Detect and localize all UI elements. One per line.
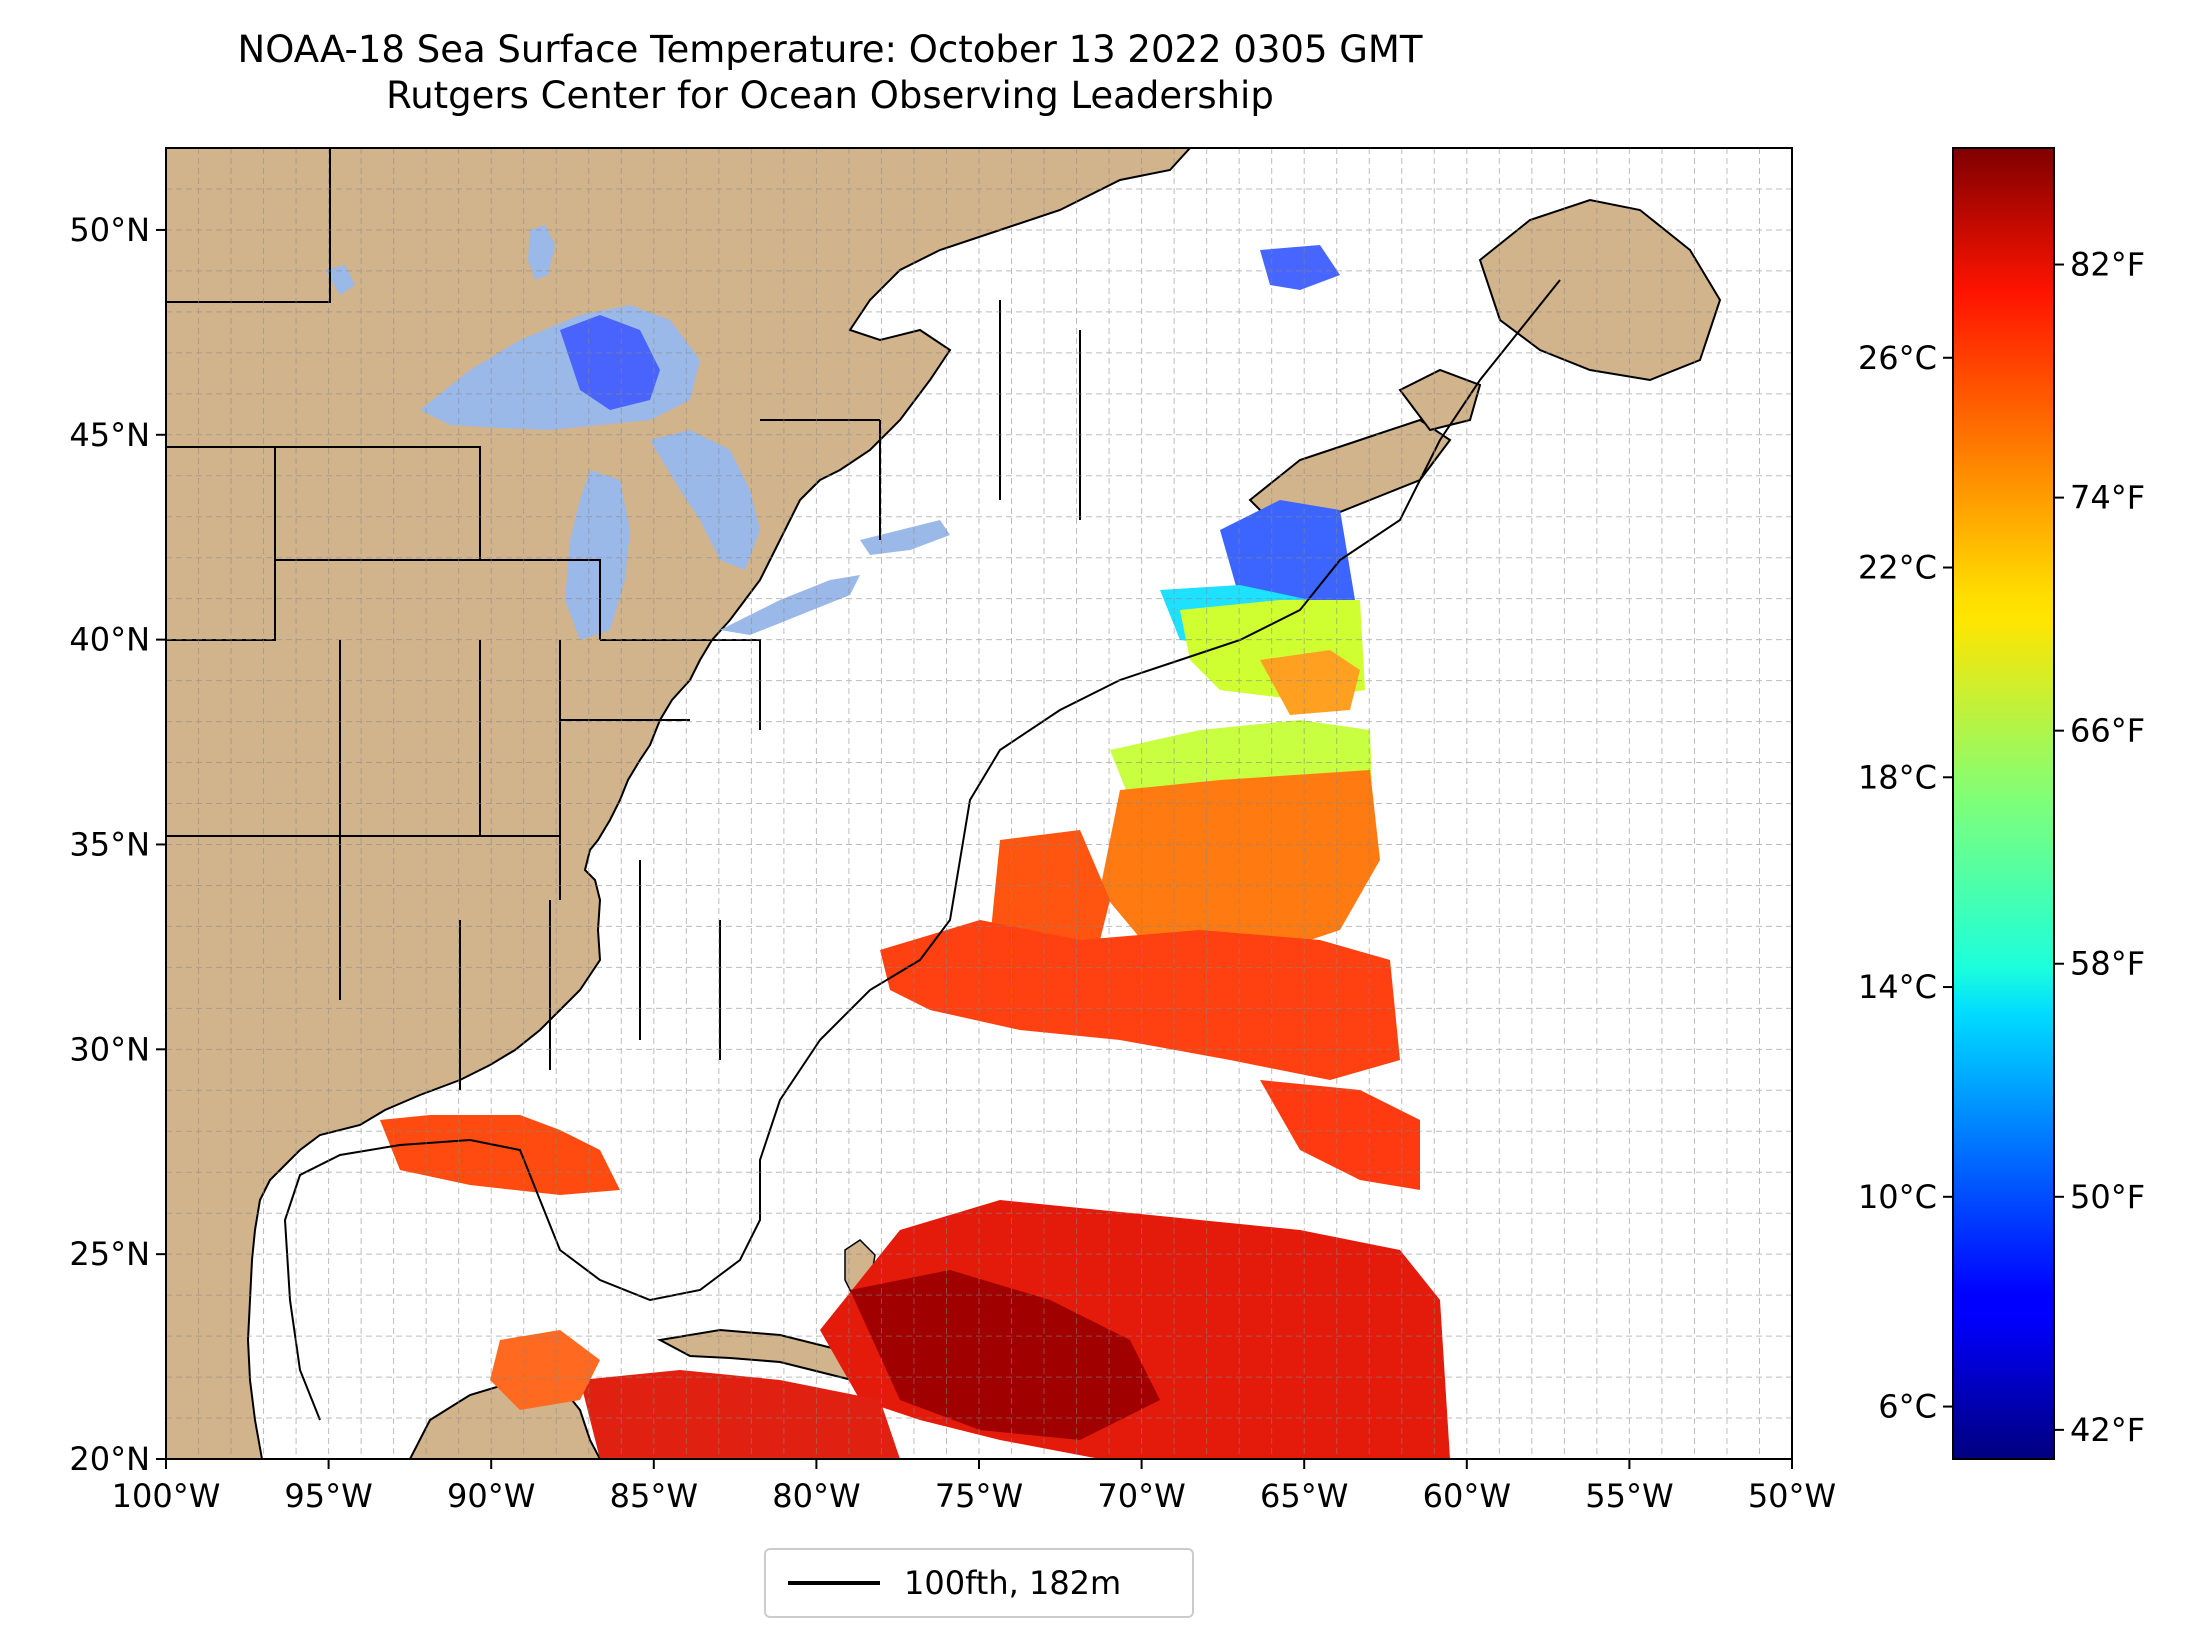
map-subtitle: Rutgers Center for Ocean Observing Leade… (386, 74, 1274, 117)
lon-tick-label: 75°W (935, 1477, 1023, 1515)
colorbar-f-label: 74°F (2070, 479, 2145, 517)
lake-huron (650, 430, 760, 570)
latitude-axis: 20°N 25°N 30°N 35°N 40°N 45°N 50°N (69, 211, 166, 1478)
colorbar-c-label: 10°C (1858, 1178, 1937, 1216)
lon-tick-label: 100°W (112, 1477, 221, 1515)
lake-ontario (860, 520, 950, 555)
lon-tick-label: 95°W (284, 1477, 372, 1515)
lake-erie (720, 575, 860, 635)
colorbar-c-label: 14°C (1858, 968, 1937, 1006)
lat-tick-label: 50°N (69, 211, 150, 249)
colorbar-fahrenheit-ticks: 42°F 50°F 58°F 66°F 74°F 82°F (2054, 246, 2145, 1449)
lake-michigan (565, 470, 630, 640)
map-legend: 100fth, 182m (764, 1548, 1194, 1618)
lon-tick-label: 90°W (447, 1477, 535, 1515)
colorbar-f-label: 66°F (2070, 712, 2145, 750)
lat-tick-label: 35°N (69, 825, 150, 863)
lat-tick-label: 25°N (69, 1235, 150, 1273)
colorbar-f-label: 50°F (2070, 1178, 2145, 1216)
colorbar-f-label: 58°F (2070, 945, 2145, 983)
colorbar-celsius-ticks: 6°C 10°C 14°C 18°C 22°C 26°C (1858, 339, 1953, 1426)
isobath-100fth (283, 279, 1561, 1421)
colorbar-c-label: 22°C (1858, 549, 1937, 587)
colorbar (1952, 147, 2055, 1460)
lon-tick-label: 55°W (1585, 1477, 1673, 1515)
map-title: NOAA-18 Sea Surface Temperature: October… (237, 28, 1423, 71)
land-newfoundland (1478, 198, 1722, 382)
colorbar-c-label: 26°C (1858, 339, 1937, 377)
colorbar-c-label: 6°C (1878, 1388, 1937, 1426)
lon-tick-label: 85°W (610, 1477, 698, 1515)
colorbar-c-label: 18°C (1858, 758, 1937, 796)
lon-tick-label: 60°W (1423, 1477, 1511, 1515)
colorbar-f-label: 82°F (2070, 246, 2145, 284)
longitude-axis: 100°W 95°W 90°W 85°W 80°W 75°W 70°W 65°W 60°W 55°… (112, 1459, 1836, 1515)
colorbar-f-label: 42°F (2070, 1411, 2145, 1449)
legend-line-swatch (788, 1581, 880, 1585)
lat-tick-label: 45°N (69, 416, 150, 454)
lon-tick-label: 50°W (1748, 1477, 1836, 1515)
lon-tick-label: 70°W (1097, 1477, 1185, 1515)
lake-winnipeg-area (325, 225, 555, 295)
land-cape-breton (1398, 368, 1482, 432)
lon-tick-label: 65°W (1260, 1477, 1348, 1515)
lat-tick-label: 40°N (69, 621, 150, 659)
lon-tick-label: 80°W (772, 1477, 860, 1515)
lat-tick-label: 20°N (69, 1440, 150, 1478)
lake-superior-cold (560, 315, 660, 410)
legend-label: 100fth, 182m (904, 1564, 1122, 1602)
lat-tick-label: 30°N (69, 1030, 150, 1068)
sst-swath (380, 245, 1450, 1459)
